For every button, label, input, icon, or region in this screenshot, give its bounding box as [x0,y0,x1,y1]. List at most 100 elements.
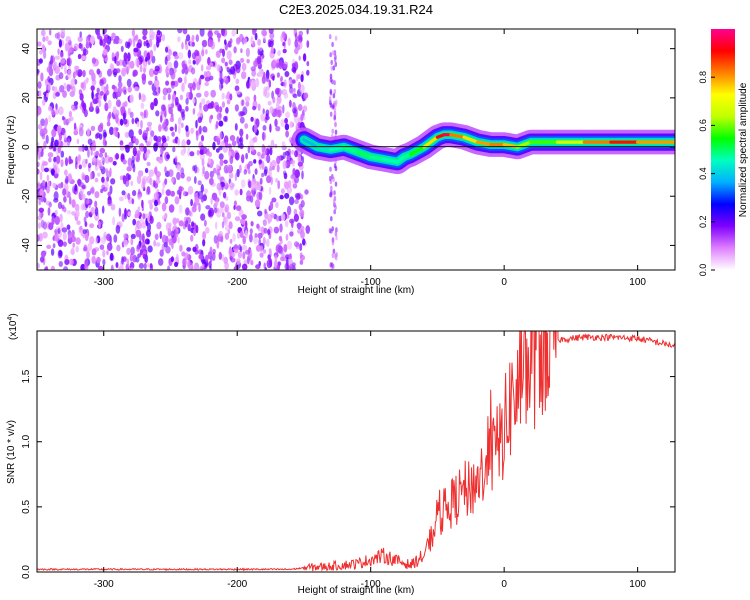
noise-speckle [110,204,116,211]
noise-speckle [330,185,333,191]
noise-speckle [330,216,333,222]
noise-speckle [214,197,220,203]
noise-speckle [329,262,333,268]
noise-speckle [267,229,271,236]
noise-speckle [250,221,254,227]
noise-speckle [281,88,288,96]
noise-speckle [208,151,212,157]
noise-speckle [174,123,177,133]
noise-speckle [109,126,114,136]
noise-speckle [170,190,176,197]
noise-speckle [125,263,129,270]
noise-speckle [210,114,214,120]
noise-speckle [183,190,186,197]
noise-speckle [64,259,70,266]
noise-speckle [65,36,71,43]
noise-speckle [189,86,193,93]
noise-speckle [224,39,227,45]
noise-speckle [119,140,124,146]
noise-speckle [104,152,108,158]
noise-speckle [157,136,162,142]
noise-speckle [58,250,63,257]
noise-speckle [87,162,92,169]
noise-speckle [94,133,99,139]
noise-speckle [86,191,92,196]
noise-speckle [146,175,152,184]
noise-speckle [263,227,268,234]
noise-speckle [193,228,196,237]
noise-speckle [240,179,246,189]
noise-speckle [230,181,233,187]
noise-speckle [297,228,303,234]
noise-speckle [198,108,203,117]
noise-speckle [215,200,219,206]
noise-speckle [258,182,262,191]
noise-speckle [94,206,99,217]
noise-speckle [186,34,191,42]
noise-speckle [304,189,309,195]
noise-speckle [124,214,127,220]
noise-speckle [245,133,249,140]
noise-speckle [43,50,47,60]
noise-speckle [301,170,304,180]
noise-speckle [199,74,205,80]
noise-speckle [240,48,243,54]
noise-speckle [127,157,132,167]
noise-speckle [261,75,266,85]
noise-speckle [195,92,202,98]
noise-speckle [276,72,280,78]
noise-speckle [106,233,111,242]
noise-speckle [291,79,296,84]
noise-speckle [284,262,289,270]
noise-speckle [90,207,96,215]
noise-speckle [165,235,169,244]
noise-speckle [226,50,232,60]
noise-speckle [117,87,123,95]
noise-speckle [95,237,98,244]
noise-speckle [54,55,61,60]
noise-speckle [279,223,283,233]
noise-speckle [202,165,205,175]
noise-speckle [234,172,238,182]
noise-speckle [65,187,68,197]
noise-speckle [106,35,112,45]
noise-speckle [75,237,81,245]
noise-speckle [85,158,88,164]
colorbar-label: Normalized spectral amplitude [738,82,749,217]
noise-speckle [62,142,68,147]
x-tick-label: -200 [227,277,247,288]
noise-speckle [127,174,132,181]
noise-speckle [330,228,333,234]
noise-speckle [257,103,261,111]
noise-speckle [278,60,283,70]
noise-speckle [235,205,242,212]
noise-speckle [125,41,129,49]
noise-speckle [306,69,310,76]
noise-speckle [148,169,154,177]
noise-speckle [95,150,100,156]
noise-speckle [146,186,150,193]
noise-speckle [276,87,282,98]
noise-speckle [155,171,161,178]
noise-speckle [148,68,155,77]
noise-speckle [40,256,45,263]
noise-speckle [186,176,192,182]
noise-speckle [47,180,51,189]
noise-speckle [127,192,131,200]
noise-speckle [130,237,134,246]
noise-speckle [101,176,105,183]
noise-speckle [177,125,181,135]
noise-speckle [253,94,257,102]
noise-speckle [259,177,263,185]
noise-speckle [334,231,338,237]
noise-speckle [42,99,46,106]
noise-speckle [79,225,83,231]
noise-speckle [223,115,228,122]
y-tick-label: 20 [21,92,32,104]
ridge-segment [369,155,386,161]
noise-speckle [47,207,51,216]
colorbar-ticks: 0.0 0.2 0.4 0.6 0.8 [698,71,715,276]
noise-speckle [141,73,147,81]
noise-speckle [161,187,165,196]
noise-speckle [59,51,64,58]
